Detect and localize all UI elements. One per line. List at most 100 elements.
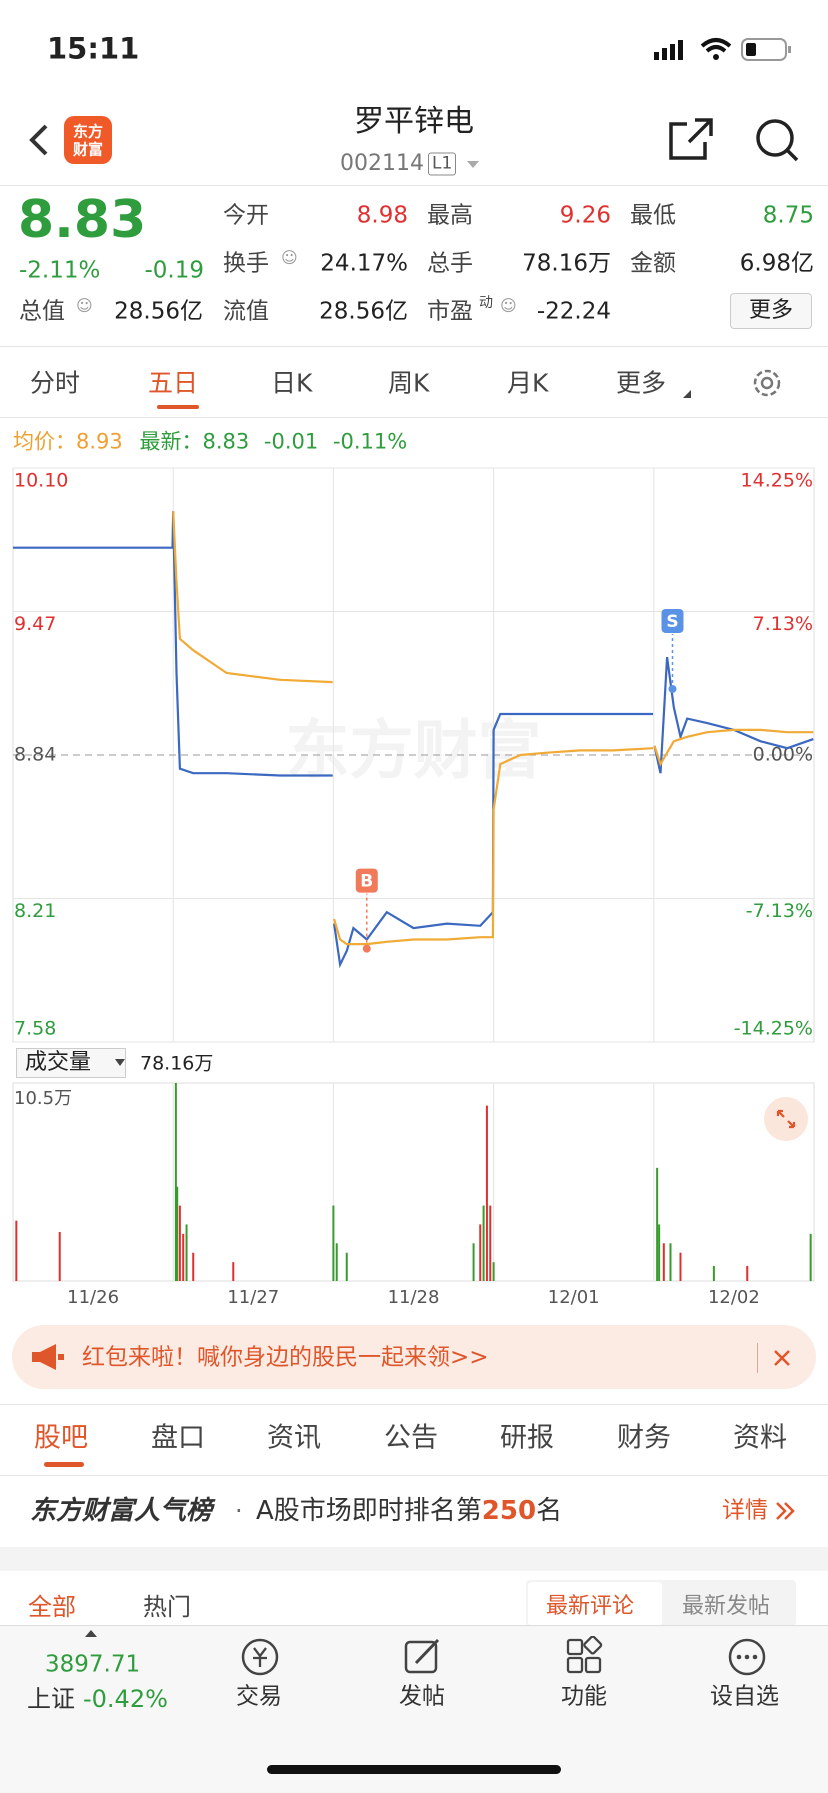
tab[interactable]: 日K bbox=[271, 368, 313, 398]
watermark: 东方财富 bbox=[286, 715, 542, 789]
x-tick-label: 12/02 bbox=[708, 1287, 760, 1308]
stat-value: 28.56亿 bbox=[114, 298, 203, 325]
tab[interactable]: 资讯 bbox=[267, 1422, 321, 1454]
stat-label: 换手 bbox=[223, 250, 269, 277]
change-pct: -2.11% bbox=[19, 257, 101, 284]
avg-value: 8.93 bbox=[76, 429, 123, 454]
stat-value: 8.75 bbox=[762, 202, 814, 229]
x-tick-label: 11/28 bbox=[388, 1287, 440, 1308]
dropdown-icon bbox=[115, 1059, 125, 1066]
price-line bbox=[172, 511, 814, 946]
settings-icon[interactable] bbox=[750, 366, 784, 400]
y2-tick-label: 7.13% bbox=[753, 613, 813, 635]
stat-value: 24.17% bbox=[320, 250, 408, 277]
tab[interactable]: 研报 bbox=[500, 1422, 554, 1454]
tab[interactable]: 盘口 bbox=[151, 1422, 205, 1454]
banner-text[interactable]: 红包来啦！喊你身边的股民一起来领>> bbox=[82, 1344, 489, 1371]
stat-label: 最低 bbox=[630, 202, 676, 229]
x-tick-label: 12/01 bbox=[548, 1287, 600, 1308]
expand-icon[interactable] bbox=[764, 1097, 808, 1141]
info-icon[interactable]: ☺ bbox=[281, 248, 298, 267]
tab[interactable]: 更多 bbox=[616, 368, 667, 398]
subtab[interactable]: 热门 bbox=[143, 1593, 191, 1621]
stat-label: 金额 bbox=[630, 250, 676, 277]
divider bbox=[0, 346, 828, 347]
tab[interactable]: 资料 bbox=[733, 1422, 787, 1454]
up-arrow bbox=[85, 1630, 97, 1637]
banner[interactable] bbox=[12, 1325, 816, 1389]
dropdown-icon[interactable] bbox=[465, 158, 481, 170]
volume-bar bbox=[662, 1243, 665, 1281]
volume-bar bbox=[185, 1224, 188, 1281]
stat-value: 6.98亿 bbox=[739, 250, 814, 277]
y2-tick-label: -7.13% bbox=[746, 900, 813, 922]
nav-label[interactable]: 发帖 bbox=[399, 1683, 445, 1710]
y-tick-label: 7.58 bbox=[14, 1018, 56, 1040]
annotation-label: S bbox=[666, 612, 678, 632]
latest-change: -0.01 bbox=[263, 429, 319, 454]
tab[interactable]: 财务 bbox=[617, 1422, 671, 1454]
svg-text:东方: 东方 bbox=[73, 123, 103, 141]
chevron-icon bbox=[776, 1502, 795, 1520]
x-tick-label: 11/26 bbox=[67, 1287, 119, 1308]
price: 8.83 bbox=[18, 190, 147, 250]
info-icon[interactable]: ☺ bbox=[76, 296, 93, 315]
index-change[interactable]: -0.42% bbox=[83, 1685, 168, 1713]
volume-bar bbox=[658, 1224, 661, 1281]
rank-prefix: A股市场即时排名第 bbox=[256, 1496, 482, 1526]
nav-label[interactable]: 设自选 bbox=[710, 1683, 779, 1710]
index-value[interactable]: 3897.71 bbox=[45, 1651, 141, 1678]
volume-select[interactable]: 成交量 bbox=[16, 1048, 127, 1078]
price-chart: 东方财富 10.10 9.47 8.84 8.21 7.58 14.25% 7.13% 0.00… bbox=[12, 467, 815, 1043]
sort-active-bg bbox=[528, 1582, 662, 1626]
y2-tick-label: 0.00% bbox=[753, 744, 813, 766]
volume-bar bbox=[746, 1265, 749, 1281]
banner-divider bbox=[757, 1343, 758, 1373]
tab[interactable]: 周K bbox=[388, 368, 430, 398]
nav-label[interactable]: 交易 bbox=[236, 1683, 282, 1710]
stock-title: 罗平锌电 bbox=[354, 104, 474, 139]
more-button[interactable]: 更多 bbox=[730, 293, 812, 329]
stat-label: 最高 bbox=[427, 202, 473, 229]
change: -0.19 bbox=[144, 257, 204, 284]
avg-label: 均价： bbox=[13, 429, 76, 454]
divider bbox=[0, 1404, 828, 1405]
tab[interactable]: 分时 bbox=[30, 368, 81, 398]
action-icons[interactable] bbox=[665, 114, 815, 164]
tab[interactable]: 公告 bbox=[384, 1422, 438, 1454]
y-tick-label: 8.21 bbox=[14, 900, 56, 922]
volume-bar bbox=[679, 1252, 682, 1281]
y2-tick-label: 14.25% bbox=[741, 470, 813, 492]
tab-active[interactable]: 五日 bbox=[148, 368, 199, 398]
price-line bbox=[13, 511, 814, 969]
stat-sup: 动 bbox=[479, 295, 493, 311]
stat-value: 28.56亿 bbox=[319, 298, 408, 325]
y-tick-label: 8.84 bbox=[14, 744, 56, 766]
megaphone-icon bbox=[32, 1344, 64, 1370]
index-name[interactable]: 上证 bbox=[27, 1685, 75, 1713]
annotation-badge bbox=[661, 608, 684, 633]
x-tick-label: 11/27 bbox=[227, 1287, 279, 1308]
subtab-active[interactable]: 全部 bbox=[28, 1593, 76, 1621]
stock-code: 002114 bbox=[340, 151, 424, 176]
close-icon[interactable] bbox=[772, 1348, 792, 1368]
sort-option-active[interactable]: 最新评论 bbox=[546, 1594, 635, 1619]
tab[interactable]: 月K bbox=[507, 368, 549, 398]
nav-label[interactable]: 功能 bbox=[561, 1683, 607, 1710]
stat-label: 总值 bbox=[19, 298, 65, 325]
nav-icons bbox=[241, 1636, 766, 1676]
header-icons[interactable]: 东方 财富 bbox=[20, 112, 120, 168]
volume-bar bbox=[178, 1205, 181, 1281]
rank-text: A股市场即时排名第250名 bbox=[256, 1498, 562, 1524]
tab-active[interactable]: 股吧 bbox=[34, 1422, 88, 1454]
volume-bar bbox=[192, 1252, 195, 1281]
info-icon[interactable]: ☺ bbox=[500, 296, 517, 315]
stat-value: 78.16万 bbox=[522, 250, 611, 277]
rank-brand: 东方财富人气榜 bbox=[30, 1496, 213, 1526]
volume-bar bbox=[174, 1083, 177, 1281]
rank-detail[interactable]: 详情 bbox=[722, 1497, 768, 1524]
status-time: 15:11 bbox=[47, 31, 140, 66]
stat-value: -22.24 bbox=[536, 298, 611, 325]
sort-option[interactable]: 最新发帖 bbox=[682, 1594, 771, 1619]
volume-chart: 10.5万 11/26 11/27 11/28 12/01 12/02 bbox=[12, 1082, 815, 1308]
